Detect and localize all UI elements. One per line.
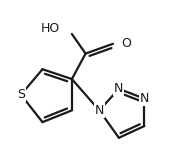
- Text: O: O: [121, 37, 131, 50]
- Text: S: S: [17, 88, 25, 101]
- Text: HO: HO: [41, 22, 60, 35]
- Text: N: N: [114, 82, 124, 95]
- Text: N: N: [95, 104, 104, 117]
- Text: N: N: [140, 92, 149, 105]
